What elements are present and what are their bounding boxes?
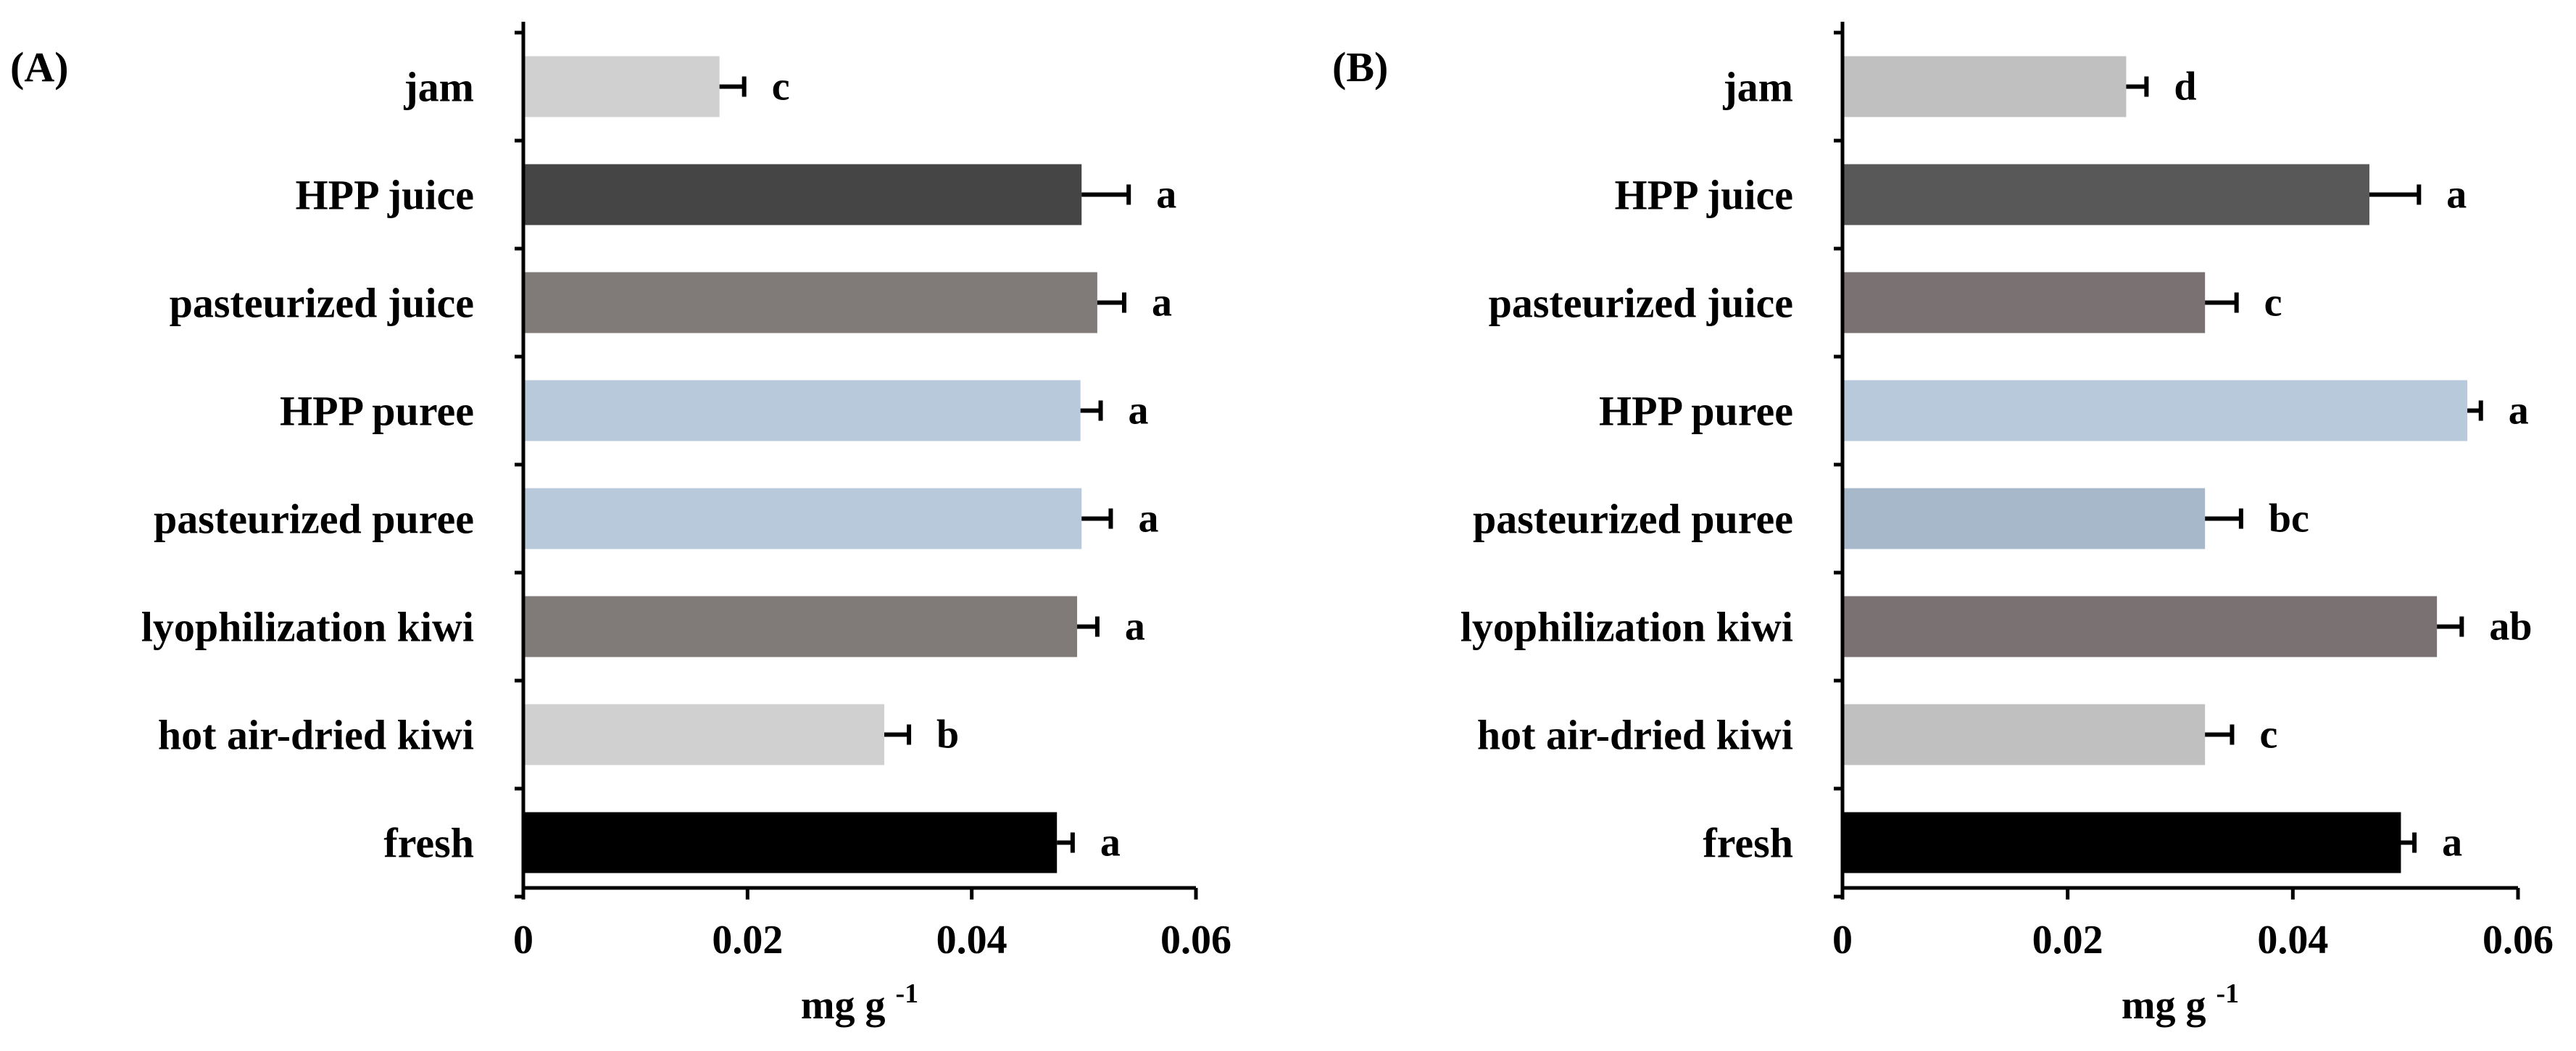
panel-b-bar	[1842, 272, 2206, 333]
panel-a-significance-label: a	[1156, 173, 1176, 217]
panel-a-bar	[523, 704, 885, 765]
panel-b-significance-label: c	[2264, 281, 2282, 325]
panel-b-category-label: hot air-dried kiwi	[1477, 712, 1793, 759]
panel-b-bar	[1842, 596, 2438, 657]
panel-a-category-label: hot air-dried kiwi	[158, 712, 474, 759]
panel-b-x-tick-label: 0.04	[2257, 918, 2328, 963]
panel-b-bar	[1842, 56, 2127, 117]
panel-a-bar	[523, 380, 1081, 441]
panel-a-x-axis-title: mg g -1	[801, 979, 918, 1028]
panel-a-significance-label: b	[936, 713, 959, 757]
panel-b-bar	[1842, 812, 2401, 873]
panel-a-bar	[523, 272, 1097, 333]
panel-b-category-label: lyophilization kiwi	[1461, 604, 1793, 651]
panel-b-bar	[1842, 704, 2206, 765]
panel-a-x-tick-label: 0.04	[936, 918, 1007, 963]
panel-a-bar	[523, 164, 1082, 225]
panel-a-significance-label: a	[1152, 281, 1172, 325]
panel-b-panel-label: (B)	[1332, 43, 1388, 91]
panel-a-category-label: HPP puree	[280, 388, 474, 435]
panel-b-significance-label: a	[2442, 821, 2462, 865]
panel-a-bar	[523, 488, 1082, 549]
panel-a-bar	[523, 812, 1058, 873]
panel-a-bar	[523, 596, 1078, 657]
panel-a-bar	[523, 56, 720, 117]
panel-a-category-label: pasteurized juice	[170, 280, 474, 327]
panel-a-significance-label: a	[1100, 821, 1121, 865]
panel-b-x-tick-label: 0.06	[2482, 918, 2554, 963]
panel-b-category-label: fresh	[1703, 820, 1793, 867]
panel-a-x-tick-label: 0.06	[1160, 918, 1231, 963]
panel-b-significance-label: a	[2446, 173, 2467, 217]
panel-a-category-label: pasteurized puree	[154, 496, 474, 543]
panel-b-significance-label: d	[2174, 65, 2196, 109]
panel-a-category-label: lyophilization kiwi	[141, 604, 474, 651]
panel-a-x-tick-label: 0.02	[712, 918, 783, 963]
panel-b-bar	[1842, 164, 2369, 225]
panel-a-category-label: HPP juice	[296, 172, 474, 219]
panel-b-category-label: pasteurized puree	[1473, 496, 1793, 543]
panel-a-significance-label: a	[1138, 497, 1158, 541]
panel-a-significance-label: c	[772, 65, 790, 109]
panel-a-significance-label: a	[1125, 605, 1145, 649]
panel-a-significance-label: a	[1129, 389, 1149, 433]
panel-b-x-tick-label: 0	[1832, 918, 1853, 963]
panel-b-category-label: HPP puree	[1599, 388, 1793, 435]
panel-b-bar	[1842, 380, 2468, 441]
panel-b-bar	[1842, 488, 2206, 549]
panel-b-chart: (B) d jam a HPP juice c pasteurized juice a HPP …	[1332, 22, 2554, 1028]
panel-a-x-tick-label: 0	[513, 918, 533, 963]
panel-b-x-tick-label: 0.02	[2032, 918, 2103, 963]
panel-b-significance-label: ab	[2489, 605, 2532, 649]
panel-b-significance-label: a	[2509, 389, 2529, 433]
panel-a-category-label: jam	[403, 64, 474, 111]
panel-b-significance-label: c	[2259, 713, 2277, 757]
panel-a-chart: (A) c jam a HPP juice a pasteurized juice a HPP …	[10, 22, 1231, 1028]
panel-b-x-axis-title: mg g -1	[2122, 979, 2239, 1028]
panel-b-category-label: jam	[1722, 64, 1793, 111]
panel-b-category-label: HPP juice	[1615, 172, 1793, 219]
panel-b-category-label: pasteurized juice	[1489, 280, 1793, 327]
panel-b-significance-label: bc	[2269, 497, 2309, 541]
panel-a-category-label: fresh	[383, 820, 474, 867]
panel-a-panel-label: (A)	[10, 43, 69, 91]
